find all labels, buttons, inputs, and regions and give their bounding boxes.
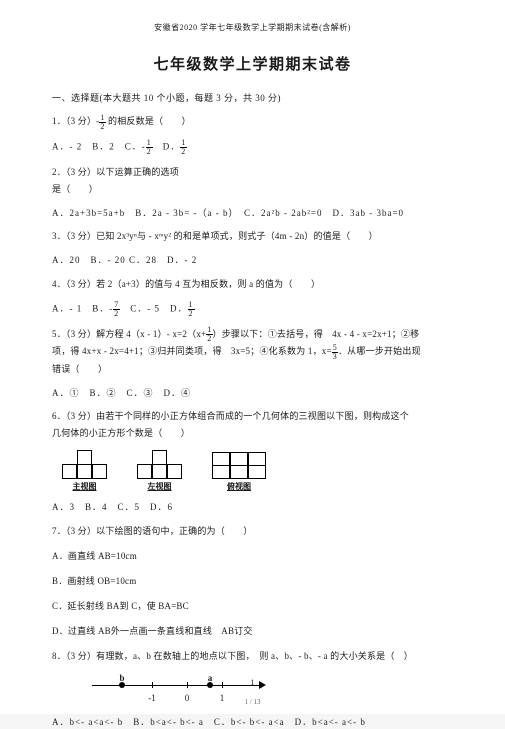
q1-stem-b: 的相反数是（ ） — [106, 116, 191, 126]
question-3: 3．（3 分）已知 2x³yⁿ与 - xᵐy² 的和是单项式，则式子（4m - … — [52, 228, 453, 245]
frac-1-2b: 12 — [146, 139, 153, 156]
q5-b: ）步骤以下：①去括号，得 4x - 4 - x=2x+1；②移 — [213, 329, 420, 339]
q5-c: 项，得 4x+x - 2x=4+1；③归并同类项，得 3x=5；④化系数为 1，… — [52, 346, 332, 356]
q5-e: 错误（ ） — [52, 364, 107, 374]
q2-options: A．2a+3b=5a+b B．2a - 3b= -（a - b） C．2a²b … — [52, 206, 453, 220]
q3-options: A．20 B．- 20 C．28 D．- 2 — [52, 253, 453, 267]
q7-opt-c: C．延长射线 BA到 C，使 BA=BC — [52, 598, 453, 615]
q1-options: A．- 2 B．2 C．-12 D．12 — [52, 139, 453, 156]
q7-opt-b: B．画射线 OB=10cm — [52, 573, 453, 590]
top-view: 俯视图 — [212, 452, 266, 494]
q6-options: A．3 B．4 C．5 D．6 — [52, 500, 453, 514]
question-8: 8．（3 分）有理数，a、b 在数轴上的地点以下图， 则 a、b、- b、- a… — [52, 648, 453, 665]
q6-a: 6．（3 分）由若干个同样的小正方体组合而成的一个几何体的三视图以下图，则构成这… — [52, 411, 409, 421]
q5-options: A．① B．② C．③ D．④ — [52, 386, 453, 400]
q5-d: ．从哪一步开始出现 — [338, 346, 421, 356]
doc-header: 安徽省2020 学年七年级数学上学期期末试卷(含解析) — [52, 22, 453, 35]
q4-opt-a: A．- 1 B．- — [52, 303, 113, 313]
q2-stem-b: 是（ ） — [52, 184, 98, 194]
q1-opt-d: D． — [153, 141, 181, 151]
q4-options: A．- 1 B．-72 C．- 5 D．12 — [52, 301, 453, 318]
q4-opt-cd: C．- 5 D． — [120, 303, 187, 313]
question-2: 2．（3 分）以下运算正确的选项 是（ ） — [52, 164, 453, 198]
page-number: 1 — [0, 677, 505, 690]
q5-a: 5．（3 分）解方程 4（x - 1）- x=2（x+ — [52, 329, 206, 339]
question-4: 4．（3 分）若 2（a+3）的值与 4 互为相反数，则 a 的值为（ ） — [52, 276, 453, 293]
question-7: 7．（3 分）以下绘图的语句中，正确的为（ ） — [52, 523, 453, 540]
question-1: 1．（3 分）-12 的相反数是（ ） — [52, 113, 453, 130]
frac-1-2c: 12 — [180, 139, 187, 156]
q7-opt-d: D．过直线 AB外一点画一条直线和直线 AB订交 — [52, 623, 453, 640]
side-view-label: 左视图 — [148, 481, 172, 494]
question-5: 5．（3 分）解方程 4（x - 1）- x=2（x+12）步骤以下：①去括号，… — [52, 326, 453, 378]
top-view-label: 俯视图 — [227, 481, 251, 494]
footer: 1 / 13 — [0, 697, 505, 708]
three-views: 主视图 左视图 俯视图 — [62, 450, 453, 494]
question-6: 6．（3 分）由若干个同样的小正方体组合而成的一个几何体的三视图以下图，则构成这… — [52, 408, 453, 442]
front-view-label: 主视图 — [73, 481, 97, 494]
frac-1-2d: 12 — [188, 301, 195, 318]
q2-stem: 2．（3 分）以下运算正确的选项 — [52, 167, 179, 177]
side-view: 左视图 — [137, 450, 182, 494]
page-title: 七年级数学上学期期末试卷 — [52, 53, 453, 77]
q1-stem: 1．（3 分）- — [52, 116, 99, 126]
front-view: 主视图 — [62, 450, 107, 494]
section-title: 一、选择题(本大题共 10 个小题，每题 3 分，共 30 分) — [52, 91, 453, 105]
q6-b: 几何体的小正方形个数是（ ） — [52, 428, 190, 438]
q8-options: A．b<- a<a<- b B．b<a<- b<- a C．b<- b<- a<… — [52, 715, 453, 729]
q7-opt-a: A．画直线 AB=10cm — [52, 548, 453, 565]
q1-opt-ab: A．- 2 B．2 C．- — [52, 141, 146, 151]
